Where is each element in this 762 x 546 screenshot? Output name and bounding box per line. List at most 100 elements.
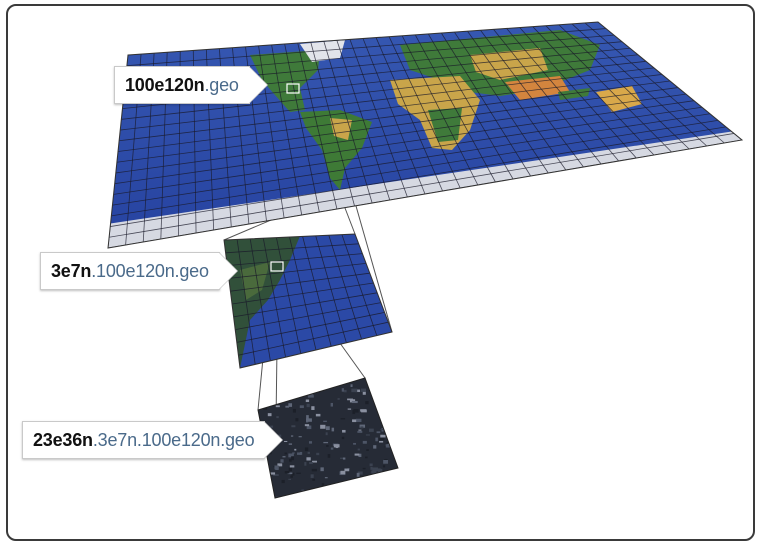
satellite-texture-speck [289,458,292,462]
north-america [250,50,320,112]
satellite-texture-speck [273,474,279,476]
satellite-texture-speck [392,475,396,477]
satellite-texture-speck [350,376,352,378]
satellite-texture-speck [330,496,334,498]
satellite-texture-speck [340,457,344,459]
satellite-texture-speck [392,412,398,416]
satellite-texture-speck [349,399,356,403]
label-level2-light: .100e120n.geo [91,260,209,281]
satellite-texture-speck [311,468,317,472]
satellite-texture-speck [298,436,302,438]
satellite-texture-speck [379,475,383,477]
grid-line [225,243,359,254]
satellite-texture-speck [281,381,288,383]
grid-line [121,60,647,120]
satellite-texture-speck [281,479,285,484]
satellite-texture-speck [379,440,384,443]
label-level1: 100e120n .geo [114,66,267,104]
satellite-texture-speck [387,389,393,393]
satellite-texture-speck [297,493,303,496]
satellite-texture-speck [354,453,360,456]
label-level1-bold: 100e120n [125,74,205,95]
satellite-texture-speck [347,398,353,401]
satellite-texture-speck [353,409,359,413]
satellite-texture-speck [315,413,321,417]
satellite-texture-speck [399,428,405,431]
satellite-texture-speck [288,467,292,472]
satellite-texture-speck [360,409,367,412]
label-level2-bold: 3e7n [51,260,92,281]
satellite-texture-speck [348,492,351,496]
satellite-texture-speck [268,380,272,384]
satellite-texture-speck [330,447,334,450]
satellite-texture-speck [291,425,296,428]
satellite-texture-speck [267,383,270,386]
satellite-texture-speck [280,381,287,386]
satellite-texture-speck [291,472,295,476]
grid-line [231,282,374,305]
satellite-texture-speck [307,451,310,454]
satellite-texture-speck [382,465,386,468]
satellite-texture-speck [284,440,288,443]
satellite-texture-speck [318,384,325,388]
satellite-texture-speck [356,472,360,477]
satellite-texture-speck [299,405,304,409]
satellite-texture-speck [270,378,273,381]
satellite-texture-speck [297,452,302,455]
satellite-texture-speck [303,491,307,495]
satellite-texture-speck [400,377,402,379]
satellite-texture-speck [265,402,268,406]
label-level3-pointer [264,422,283,458]
satellite-texture-speck [381,477,386,482]
satellite-texture-speck [358,429,362,431]
satellite-texture-speck [393,415,398,419]
satellite-texture-speck [290,475,293,478]
satellite-texture-speck [333,444,340,448]
satellite-texture-speck [376,431,381,434]
grid-line [228,263,367,279]
world-map-tile [107,21,744,249]
satellite-texture-speck [360,388,367,392]
satellite-texture-speck [395,490,398,495]
satellite-texture-speck [365,401,369,405]
satellite-texture-speck [357,471,363,475]
satellite-texture-speck [341,388,344,392]
satellite-texture-speck [341,436,345,440]
grid-line [113,106,703,195]
satellite-texture-speck [289,465,295,468]
satellite-texture-speck [258,414,259,418]
satellite-texture-speck [342,378,347,380]
satellite-texture-speck [304,424,310,427]
satellite-texture-speck [391,393,395,396]
label-level1-pointer [248,67,267,103]
satellite-texture-speck [263,467,268,471]
grid-line [109,133,735,238]
satellite-texture-speck [383,418,387,420]
satellite-texture-speck [394,388,398,392]
satellite-texture-speck [373,445,377,449]
satellite-texture-speck [299,383,302,386]
satellite-texture-speck [335,378,339,381]
satellite-texture-speck [383,459,389,464]
satellite-texture-speck [278,391,284,395]
satellite-texture-speck [360,426,364,429]
satellite-texture-speck [396,452,398,455]
satellite-texture-speck [287,472,293,475]
satellite-texture-speck [369,499,371,501]
satellite-texture-speck [298,493,303,496]
grid-line [236,312,385,343]
satellite-texture-speck [337,398,340,400]
grid-line [112,113,711,206]
satellite-texture-speck [259,402,266,404]
satellite-texture-speck [316,452,320,456]
satellite-texture-speck [288,453,294,458]
satellite-texture-speck [386,475,389,478]
satellite-texture-speck [350,384,353,388]
satellite-texture-speck [310,386,315,389]
satellite-texture-speck [310,474,314,478]
satellite-texture-speck [319,494,323,497]
grid-line [227,253,363,266]
satellite-texture-speck [368,428,374,432]
label-level1-light: .geo [204,74,239,95]
